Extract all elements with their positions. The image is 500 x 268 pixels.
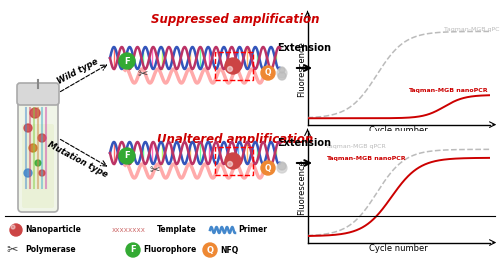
Circle shape xyxy=(119,148,135,164)
Circle shape xyxy=(38,134,46,142)
Circle shape xyxy=(10,224,22,236)
Circle shape xyxy=(11,225,15,229)
Text: Q: Q xyxy=(265,69,271,77)
Circle shape xyxy=(126,243,140,257)
Circle shape xyxy=(261,161,275,175)
Text: Suppressed amplification: Suppressed amplification xyxy=(151,13,320,26)
Circle shape xyxy=(203,243,217,257)
Text: Wild type: Wild type xyxy=(56,57,100,85)
Circle shape xyxy=(30,108,40,118)
Text: Taqman-MGB nanoPCR: Taqman-MGB nanoPCR xyxy=(326,156,406,161)
Circle shape xyxy=(228,162,232,166)
Circle shape xyxy=(39,170,45,176)
Text: ✂: ✂ xyxy=(6,243,18,257)
X-axis label: Cycle number: Cycle number xyxy=(370,126,428,135)
Text: Extension: Extension xyxy=(277,43,331,53)
FancyBboxPatch shape xyxy=(17,83,59,105)
Circle shape xyxy=(35,160,41,166)
Circle shape xyxy=(277,68,287,78)
Circle shape xyxy=(278,162,286,170)
Text: ✂: ✂ xyxy=(150,163,160,177)
Text: Mutation type: Mutation type xyxy=(46,140,110,180)
Text: Taqman-MGB qPCR: Taqman-MGB qPCR xyxy=(326,144,386,149)
Circle shape xyxy=(279,67,285,73)
Text: Q: Q xyxy=(265,163,271,173)
Circle shape xyxy=(225,153,241,169)
Text: Polymerase: Polymerase xyxy=(25,245,76,255)
Text: Template: Template xyxy=(157,225,197,234)
Circle shape xyxy=(225,58,241,74)
Text: F: F xyxy=(124,57,130,65)
FancyBboxPatch shape xyxy=(18,94,58,212)
Text: Fluorophore: Fluorophore xyxy=(143,245,196,255)
Text: Taqman-MGB nanoPCR: Taqman-MGB nanoPCR xyxy=(408,88,488,93)
Text: Primer: Primer xyxy=(238,225,267,234)
Circle shape xyxy=(29,144,37,152)
Text: NFQ: NFQ xyxy=(220,245,238,255)
Text: ✂: ✂ xyxy=(138,69,148,81)
Y-axis label: Fluorescence: Fluorescence xyxy=(297,41,306,97)
FancyBboxPatch shape xyxy=(22,124,54,208)
Text: Unaltered amplification: Unaltered amplification xyxy=(157,133,313,146)
Circle shape xyxy=(261,66,275,80)
Text: Q: Q xyxy=(206,245,214,255)
Text: Taqman-MGB qPCR: Taqman-MGB qPCR xyxy=(444,27,500,32)
Circle shape xyxy=(228,66,232,72)
Text: Extension: Extension xyxy=(277,138,331,148)
Circle shape xyxy=(277,163,287,173)
Circle shape xyxy=(24,169,32,177)
Circle shape xyxy=(24,124,32,132)
Circle shape xyxy=(119,53,135,69)
Text: F: F xyxy=(130,245,136,255)
Y-axis label: Fluorescence: Fluorescence xyxy=(297,159,306,215)
Text: xxxxxxxx: xxxxxxxx xyxy=(112,227,146,233)
Text: F: F xyxy=(124,151,130,161)
X-axis label: Cycle number: Cycle number xyxy=(370,244,428,253)
Circle shape xyxy=(278,72,286,80)
Text: Nanoparticle: Nanoparticle xyxy=(25,225,81,234)
